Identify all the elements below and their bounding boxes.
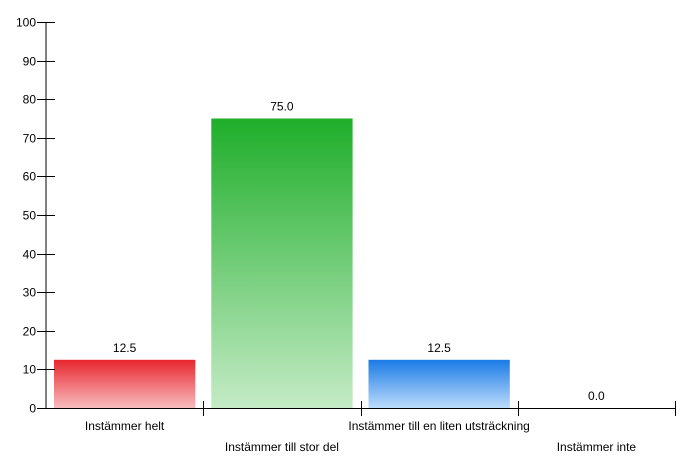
x-axis: Instämmer helt Instämmer till stor del Ins… bbox=[46, 401, 676, 454]
y-tick-label: 0 bbox=[29, 402, 36, 416]
bar-value-label-0: 12.5 bbox=[113, 341, 137, 355]
y-tick-label: 80 bbox=[23, 93, 37, 107]
y-tick-label: 90 bbox=[23, 55, 37, 69]
bar-0 bbox=[54, 359, 196, 409]
y-tick-label: 30 bbox=[23, 286, 37, 300]
y-tick-label: 40 bbox=[23, 248, 37, 262]
category-label-1: Instämmer till stor del bbox=[225, 440, 339, 454]
bar-value-label-1: 75.0 bbox=[270, 100, 294, 114]
y-tick-label: 20 bbox=[23, 325, 37, 339]
y-tick-label: 100 bbox=[16, 16, 36, 30]
y-tick-label: 10 bbox=[23, 363, 37, 377]
bar-1 bbox=[211, 118, 353, 408]
bar-value-label-3: 0.0 bbox=[588, 389, 605, 403]
bars-group: 12.5 75.0 12.5 0.0 bbox=[54, 100, 605, 409]
bar-2 bbox=[368, 359, 510, 409]
category-label-2: Instämmer till en liten utsträckning bbox=[348, 419, 529, 433]
y-axis: 0 10 20 30 40 50 60 70 80 90 100 bbox=[16, 16, 55, 416]
y-tick-label: 60 bbox=[23, 170, 37, 184]
y-tick-label: 70 bbox=[23, 132, 37, 146]
category-label-3: Instämmer inte bbox=[557, 440, 637, 454]
bar-value-label-2: 12.5 bbox=[427, 341, 451, 355]
category-label-0: Instämmer helt bbox=[85, 419, 165, 433]
y-tick-label: 50 bbox=[23, 209, 37, 223]
